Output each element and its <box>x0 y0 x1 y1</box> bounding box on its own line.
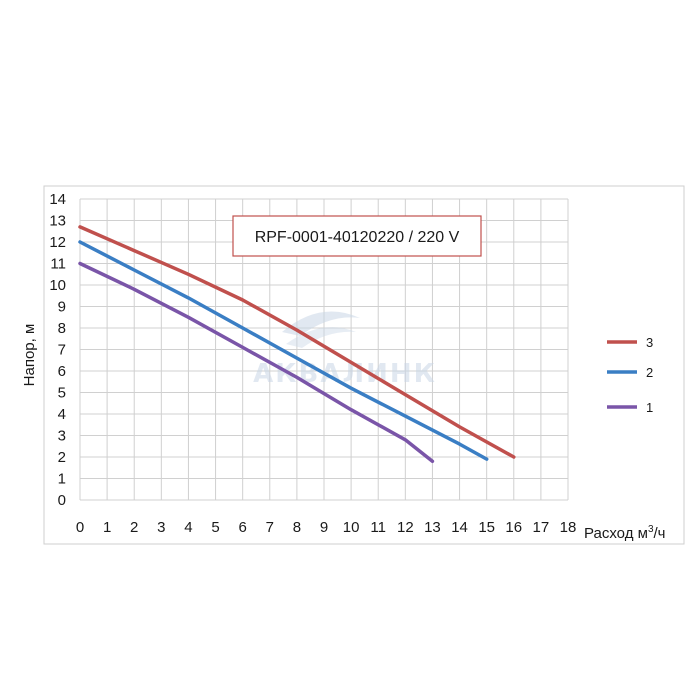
x-tick-label: 5 <box>211 519 219 536</box>
x-tick-label: 17 <box>533 519 550 536</box>
x-tick-label: 11 <box>370 519 386 536</box>
y-tick-label: 3 <box>58 428 66 445</box>
x-tick-label: 18 <box>560 519 577 536</box>
x-tick-label: 1 <box>103 519 111 536</box>
y-tick-label: 1 <box>58 471 66 488</box>
x-tick-label: 4 <box>184 519 192 536</box>
title-box: RPF-0001-40120220 / 220 V <box>232 215 482 257</box>
series-lines <box>78 225 516 464</box>
x-tick-label: 0 <box>76 519 84 536</box>
series-line-1 <box>78 261 435 464</box>
y-tick-label: 7 <box>58 342 66 359</box>
x-tick-label: 12 <box>397 519 414 536</box>
series-line-3 <box>78 225 516 459</box>
y-tick-label: 12 <box>49 234 66 251</box>
x-tick-label: 13 <box>424 519 441 536</box>
chart-frame <box>43 185 685 545</box>
legend-label-3: 3 <box>646 335 653 350</box>
x-tick-labels: 0 1 2 3 4 5 6 7 8 9 10 11 12 13 14 15 16 17 18 <box>76 519 577 536</box>
x-tick-label: 14 <box>451 519 468 536</box>
x-tick-label: 10 <box>343 519 360 536</box>
watermark-wave-icon-lower <box>286 327 356 348</box>
y-tick-label: 11 <box>50 256 66 273</box>
watermark-wave-icon <box>282 311 360 336</box>
y-tick-label: 13 <box>49 213 66 230</box>
legend-label-1: 1 <box>646 400 653 415</box>
y-tick-label: 14 <box>49 191 66 208</box>
series-line-2 <box>78 240 489 461</box>
x-axis-label: Расход м3/ч <box>584 524 665 542</box>
y-tick-label: 9 <box>58 299 66 316</box>
y-tick-label: 6 <box>58 363 66 380</box>
y-tick-label: 2 <box>58 449 66 466</box>
x-axis-label-suffix: /ч <box>654 525 666 542</box>
title-box-border <box>232 215 482 257</box>
x-tick-label: 3 <box>157 519 165 536</box>
y-tick-label: 0 <box>58 492 66 509</box>
x-tick-label: 6 <box>238 519 246 536</box>
y-tick-label: 8 <box>58 320 66 337</box>
chart-title: RPF-0001-40120220 / 220 V <box>255 229 460 246</box>
legend-label-2: 2 <box>646 365 653 380</box>
x-axis-label-sup: 3 <box>648 524 654 535</box>
x-tick-label: 15 <box>478 519 495 536</box>
y-tick-label: 10 <box>49 277 66 294</box>
y-tick-label: 4 <box>58 406 66 423</box>
x-tick-label: 16 <box>505 519 522 536</box>
x-axis-label-main: Расход м <box>584 525 648 542</box>
x-tick-label: 2 <box>130 519 138 536</box>
y-tick-label: 5 <box>58 385 66 402</box>
x-tick-label: 7 <box>266 519 274 536</box>
legend: 3 2 1 <box>607 335 653 415</box>
y-axis-label: Напор, м <box>21 324 38 387</box>
x-tick-label: 9 <box>320 519 328 536</box>
x-tick-label: 8 <box>293 519 301 536</box>
